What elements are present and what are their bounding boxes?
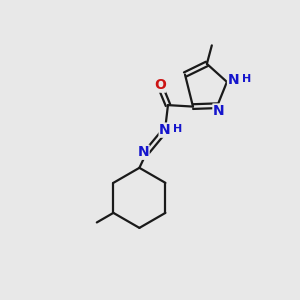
Text: N: N <box>137 145 149 159</box>
Text: N: N <box>228 74 239 87</box>
Text: H: H <box>242 74 251 84</box>
Text: H: H <box>173 124 182 134</box>
Text: O: O <box>154 78 166 92</box>
Text: N: N <box>159 123 171 137</box>
Text: N: N <box>213 104 225 118</box>
